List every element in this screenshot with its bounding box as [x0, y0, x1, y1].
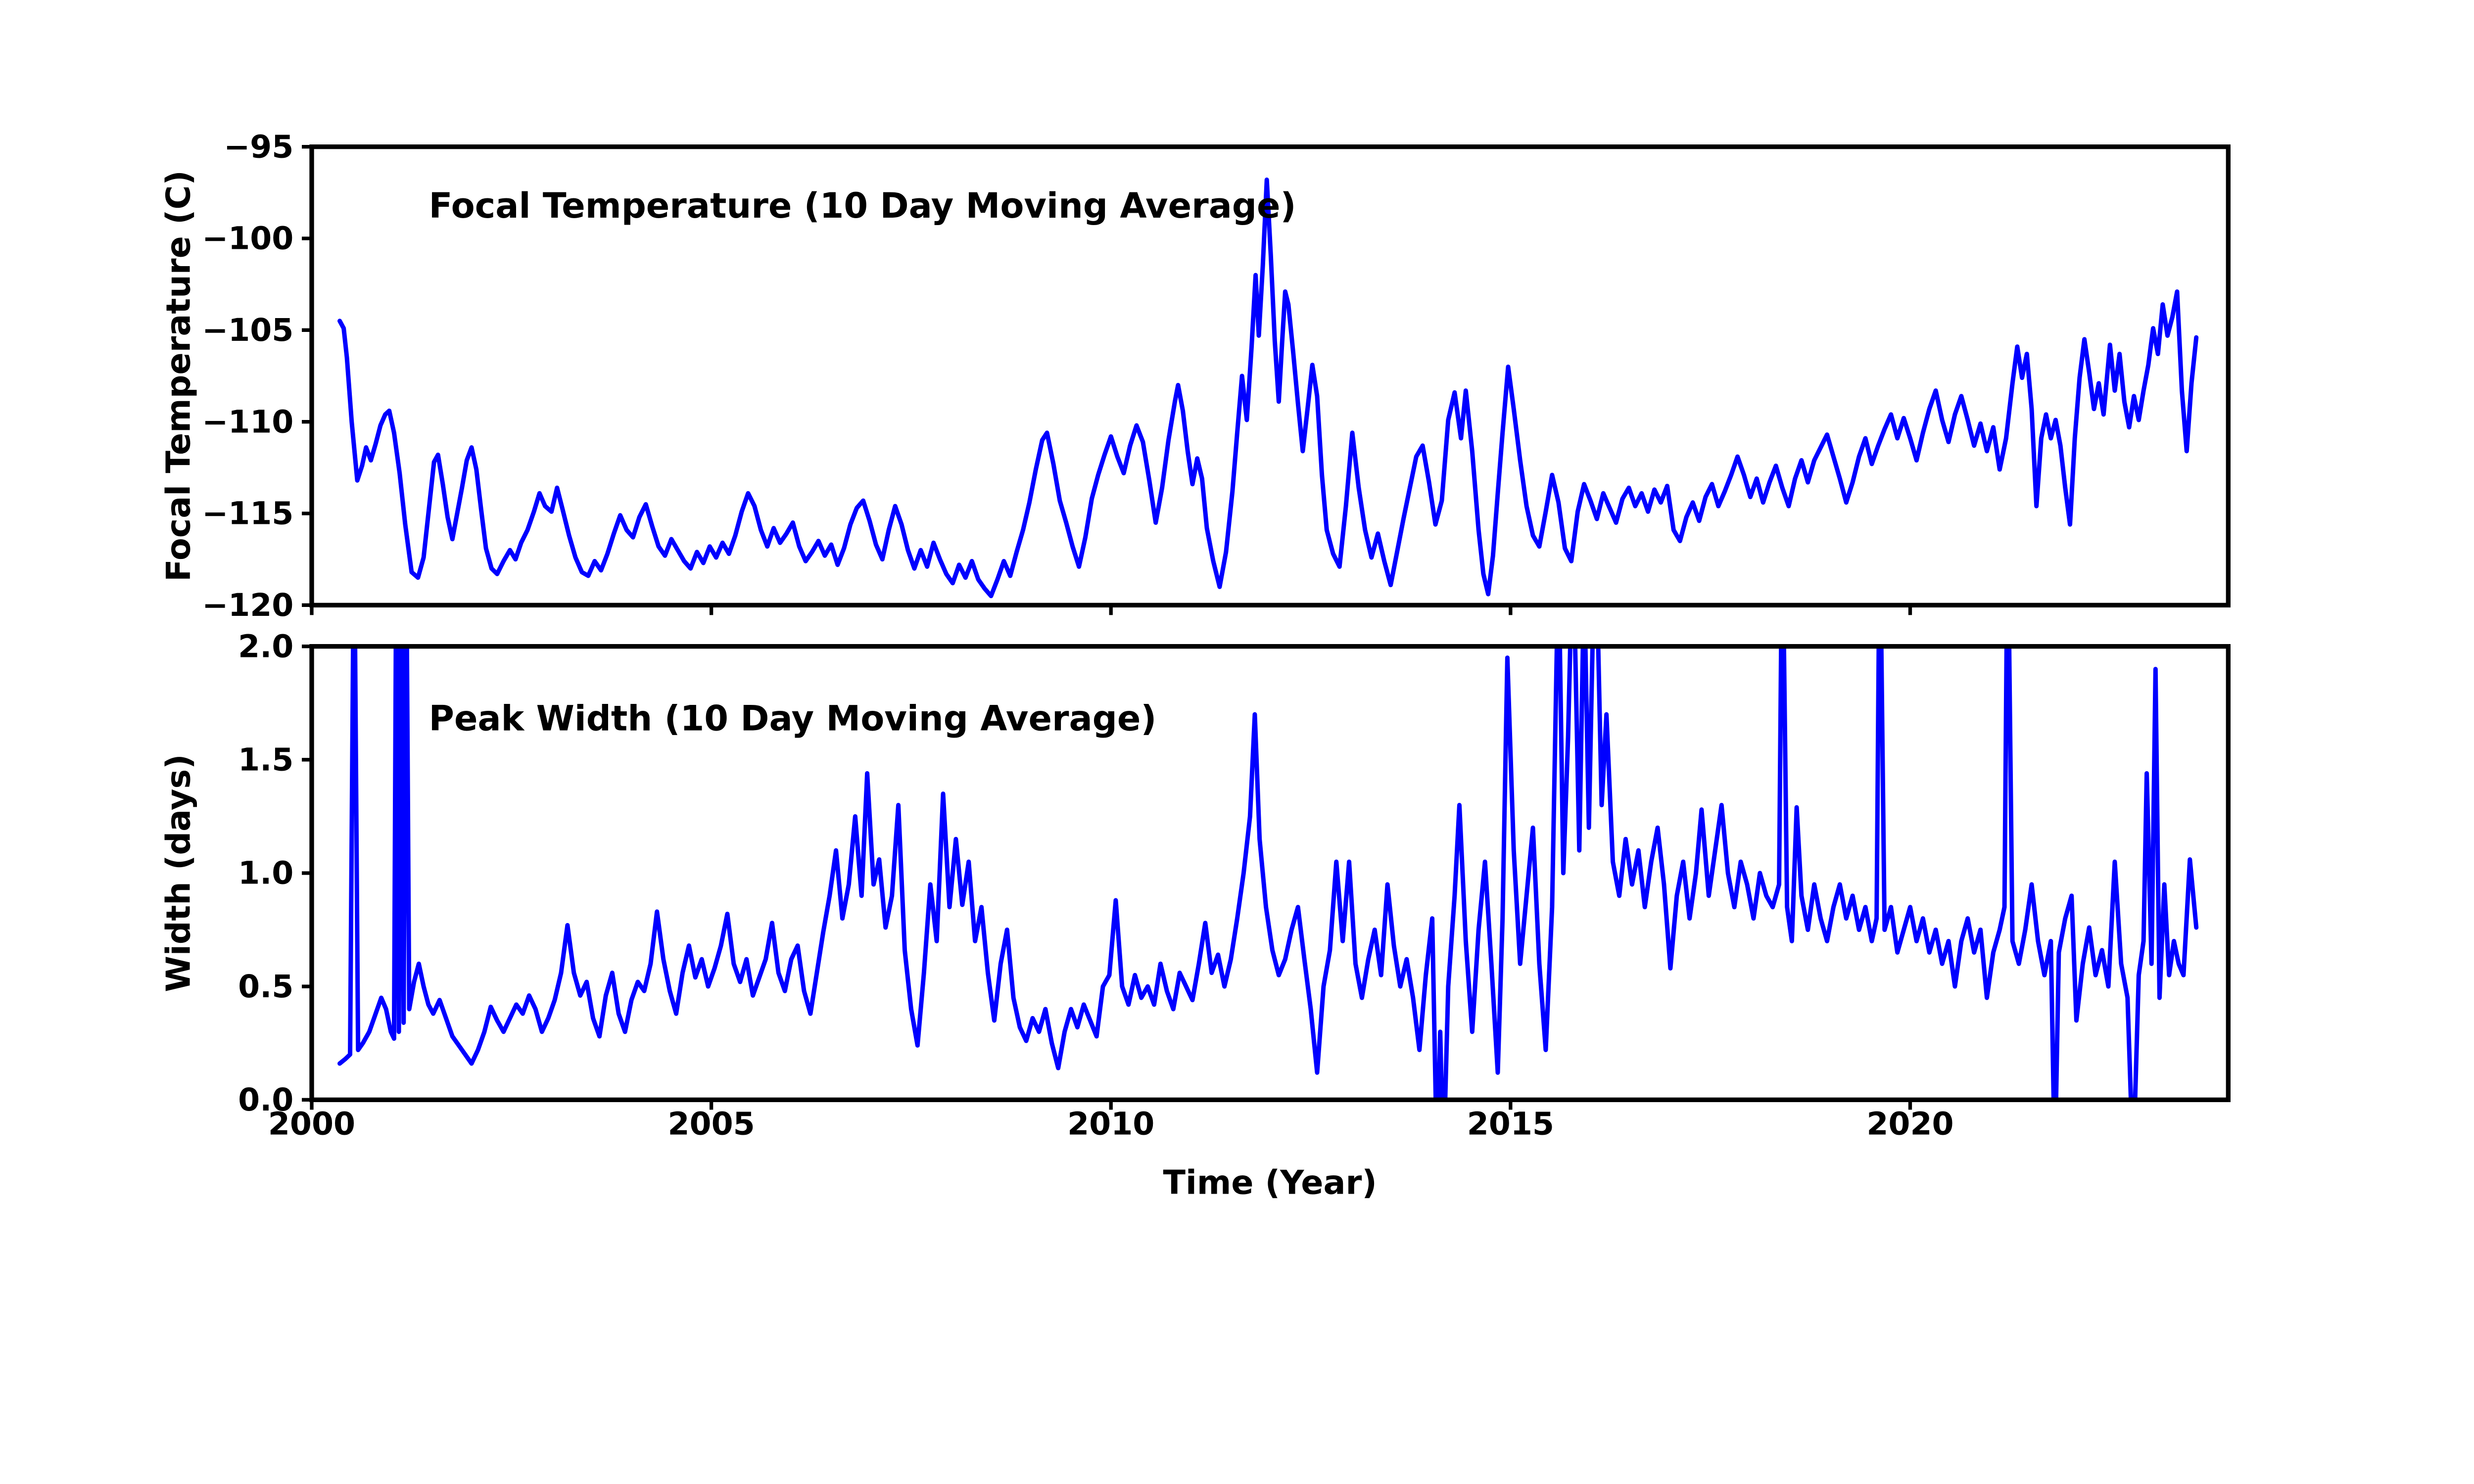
y-tick-label: −95 — [224, 128, 293, 165]
x-tick-label: 2015 — [1467, 1105, 1554, 1142]
focal-temperature-title: Focal Temperature (10 Day Moving Average… — [429, 186, 1296, 226]
focal-temperature-ylabel: Focal Temperature (C) — [159, 170, 197, 582]
x-tick-label: 2000 — [268, 1105, 355, 1142]
y-tick-label: 0.0 — [238, 1081, 293, 1118]
x-tick-label: 2020 — [1866, 1105, 1953, 1142]
peak-width-title: Peak Width (10 Day Moving Average) — [429, 698, 1157, 739]
y-tick-label: −120 — [202, 587, 293, 623]
peak-width-xlabel: Time (Year) — [1163, 1163, 1377, 1202]
y-tick-label: 0.5 — [238, 968, 293, 1005]
y-tick-label: −105 — [202, 312, 293, 348]
y-tick-label: −110 — [202, 403, 293, 440]
y-tick-label: 2.0 — [238, 628, 293, 664]
y-tick-label: 1.5 — [238, 742, 293, 778]
y-tick-label: −115 — [202, 495, 293, 532]
series-line-peak_width_10day_ma — [337, 646, 2199, 1100]
figure-background — [0, 0, 2474, 1237]
figure-canvas: −95 −100 −105 −110 −115 −120 Focal Temperature… — [0, 0, 2474, 1237]
y-tick-label: 1.0 — [238, 855, 293, 891]
focal-temperature-plot-border — [309, 144, 2231, 607]
x-tick-label: 2005 — [667, 1105, 755, 1142]
y-tick-label: −100 — [202, 220, 293, 257]
series-line-focal_temperature_10day_ma — [337, 177, 2199, 599]
x-tick-label: 2010 — [1067, 1105, 1154, 1142]
peak-width-ylabel: Width (days) — [159, 754, 197, 992]
